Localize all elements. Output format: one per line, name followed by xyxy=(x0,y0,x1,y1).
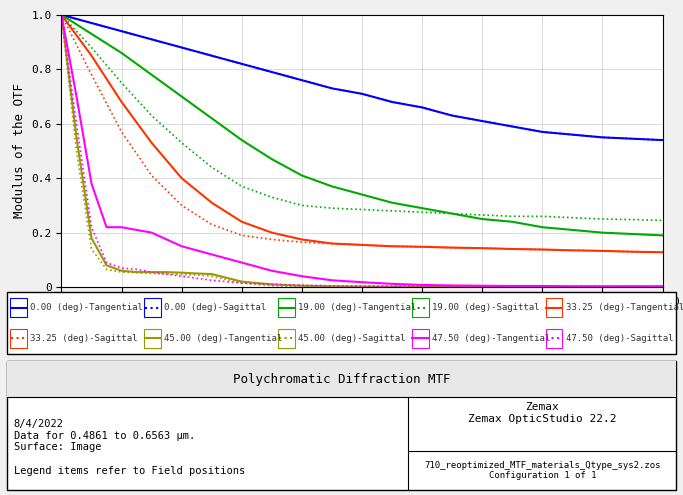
Text: 47.50 (deg)-Tangential: 47.50 (deg)-Tangential xyxy=(432,334,550,343)
FancyBboxPatch shape xyxy=(546,298,562,317)
FancyBboxPatch shape xyxy=(412,298,428,317)
Text: 0.00 (deg)-Tangential: 0.00 (deg)-Tangential xyxy=(30,303,143,312)
Text: 0.00 (deg)-Sagittal: 0.00 (deg)-Sagittal xyxy=(164,303,266,312)
Text: 45.00 (deg)-Tangential: 45.00 (deg)-Tangential xyxy=(164,334,282,343)
Text: 19.00 (deg)-Tangential: 19.00 (deg)-Tangential xyxy=(298,303,416,312)
FancyBboxPatch shape xyxy=(144,298,161,317)
FancyBboxPatch shape xyxy=(278,329,294,347)
Text: 33.25 (deg)-Sagittal: 33.25 (deg)-Sagittal xyxy=(30,334,138,343)
Text: Zemax
Zemax OpticStudio 22.2: Zemax Zemax OpticStudio 22.2 xyxy=(468,402,617,424)
FancyBboxPatch shape xyxy=(10,329,27,347)
Text: 47.50 (deg)-Sagittal: 47.50 (deg)-Sagittal xyxy=(566,334,673,343)
FancyBboxPatch shape xyxy=(144,329,161,347)
FancyBboxPatch shape xyxy=(412,329,428,347)
Text: 45.00 (deg)-Sagittal: 45.00 (deg)-Sagittal xyxy=(298,334,406,343)
FancyBboxPatch shape xyxy=(7,292,676,354)
FancyBboxPatch shape xyxy=(7,361,676,397)
Text: 8/4/2022
Data for 0.4861 to 0.6563 μm.
Surface: Image

Legend items refer to Fie: 8/4/2022 Data for 0.4861 to 0.6563 μm. S… xyxy=(14,419,245,476)
X-axis label: Spatial Frequency in cycles per mm: Spatial Frequency in cycles per mm xyxy=(234,312,490,325)
Text: 33.25 (deg)-Tangential: 33.25 (deg)-Tangential xyxy=(566,303,683,312)
Text: 19.00 (deg)-Sagittal: 19.00 (deg)-Sagittal xyxy=(432,303,540,312)
FancyBboxPatch shape xyxy=(10,298,27,317)
Y-axis label: Modulus of the OTF: Modulus of the OTF xyxy=(13,84,26,218)
Text: Polychromatic Diffraction MTF: Polychromatic Diffraction MTF xyxy=(233,373,450,386)
FancyBboxPatch shape xyxy=(278,298,294,317)
Text: 710_reoptimized_MTF_materials_Qtype_sys2.zos
Configuration 1 of 1: 710_reoptimized_MTF_materials_Qtype_sys2… xyxy=(424,461,660,481)
FancyBboxPatch shape xyxy=(546,329,562,347)
FancyBboxPatch shape xyxy=(7,361,676,490)
